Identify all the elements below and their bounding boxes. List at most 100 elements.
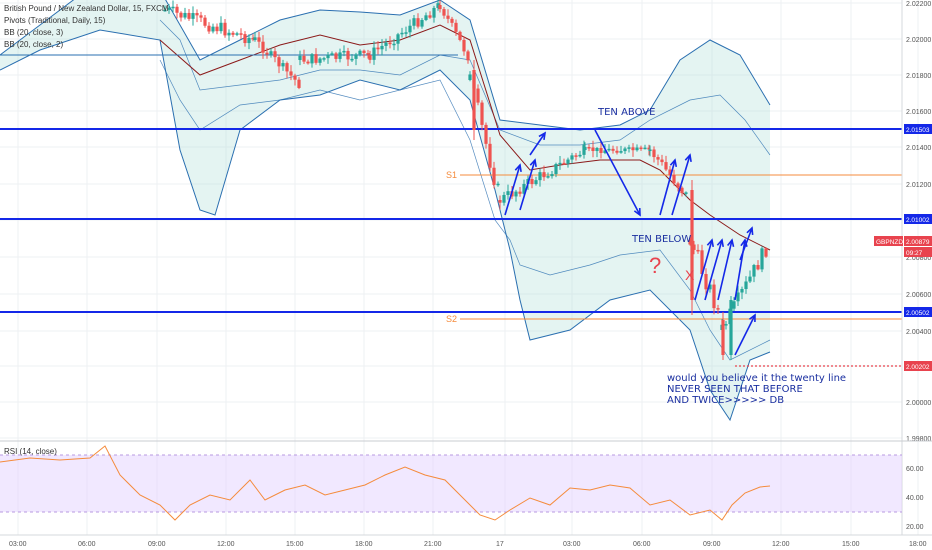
candle-body: [265, 52, 269, 55]
drawn-arrow-head[interactable]: [684, 153, 692, 163]
drawn-arrow-line[interactable]: [529, 132, 546, 156]
price-tag-bg: [904, 247, 932, 257]
candle-body: [231, 32, 235, 35]
drawn-arrows[interactable]: [504, 129, 756, 356]
candle-body: [488, 143, 492, 168]
candle-body: [672, 174, 676, 184]
candle-body: [607, 148, 611, 151]
annotation-note-line1[interactable]: would you believe it the twenty line: [667, 373, 846, 384]
drawn-arrow-head[interactable]: [726, 238, 735, 248]
drawn-arrow-head[interactable]: [633, 207, 641, 217]
drawn-arrow-head[interactable]: [514, 163, 522, 173]
candle-body: [712, 284, 716, 309]
time-tick-label: 09:00: [148, 541, 166, 548]
candle-body: [643, 147, 647, 150]
time-tick-label: 06:00: [633, 541, 651, 548]
drawn-arrow-head[interactable]: [529, 158, 537, 168]
drawn-arrow-head[interactable]: [746, 226, 754, 236]
drawn-arrow-line[interactable]: [694, 239, 713, 301]
annotation-question-mark[interactable]: ?: [649, 253, 661, 278]
annotation-ten-below[interactable]: TEN BELOW: [631, 234, 691, 245]
drawn-arrow-line[interactable]: [739, 227, 753, 261]
candle-body: [652, 149, 656, 158]
annotation-note-line3[interactable]: AND TWICE>>>>> DB: [667, 395, 784, 406]
drawn-arrow-head[interactable]: [716, 238, 724, 248]
drawn-arrow-line[interactable]: [519, 159, 536, 211]
time-tick-label: 03:00: [563, 541, 581, 548]
bollinger-basis-line: [159, 24, 771, 251]
chart-symbol-title[interactable]: British Pound / New Zealand Dollar, 15, …: [4, 4, 169, 13]
pivots-indicator-label[interactable]: Pivots (Traditional, Daily, 15): [4, 16, 106, 25]
candle-body: [522, 183, 526, 194]
candle-body: [538, 172, 542, 181]
candle-body: [302, 55, 306, 62]
drawn-arrow-line[interactable]: [504, 164, 521, 216]
price-tag-label: 2.00202: [906, 364, 930, 371]
candle-body: [261, 41, 265, 53]
time-tick-label: 15:00: [286, 541, 304, 548]
candle-body: [354, 54, 358, 59]
candle-body: [334, 53, 338, 59]
candle-body: [392, 43, 396, 46]
candle-body: [338, 52, 342, 59]
bb2-indicator-label[interactable]: BB (20, close, 2): [4, 40, 64, 49]
candle-body: [700, 250, 704, 275]
bollinger-lower-line: [0, 29, 771, 422]
drawn-arrow-head[interactable]: [669, 158, 678, 168]
candle-body: [285, 63, 289, 72]
candle-body: [322, 58, 326, 60]
drawn-arrow-head[interactable]: [748, 313, 756, 323]
candle-body: [647, 147, 651, 150]
bb1-indicator-label[interactable]: BB (20, close, 3): [4, 28, 64, 37]
candle-body: [223, 22, 227, 36]
candle-body: [468, 74, 472, 80]
price-tag-label: 09:27: [906, 250, 923, 257]
drawn-arrow-head[interactable]: [706, 238, 714, 248]
candle-body: [546, 176, 550, 178]
candle-body: [438, 5, 442, 10]
price-tick-label: 2.02200: [906, 1, 931, 8]
candle-body: [648, 149, 652, 152]
candle-body: [583, 147, 587, 150]
rsi-tick-label: 40.00: [906, 495, 924, 502]
drawn-arrow-line[interactable]: [734, 314, 756, 356]
candle-body: [690, 190, 694, 300]
time-axis[interactable]: 03:00 06:00 09:00 12:00 15:00 18:00 21:00 17 03:…: [9, 541, 927, 548]
candle-body: [484, 124, 488, 144]
drawn-arrow-line[interactable]: [594, 129, 641, 216]
candle-body: [446, 15, 450, 19]
price-tick-label: 2.01600: [906, 109, 931, 116]
annotation-cross[interactable]: X: [685, 267, 695, 283]
candle-body: [554, 163, 558, 175]
candle-body: [416, 18, 420, 27]
candle-body: [306, 61, 310, 64]
candle-body: [466, 51, 470, 61]
candle-body: [175, 6, 179, 13]
time-tick-label: 15:00: [842, 541, 860, 548]
candle-body: [167, 7, 171, 10]
candle-body: [380, 45, 384, 50]
candle-body: [623, 148, 627, 152]
rsi-axis[interactable]: 60.00 40.00 20.00: [906, 466, 924, 531]
candle-body: [314, 54, 318, 63]
drawn-arrow-line[interactable]: [671, 154, 691, 216]
candle-body: [199, 15, 203, 18]
drawn-arrow-line[interactable]: [717, 239, 733, 301]
rsi-indicator-label[interactable]: RSI (14, close): [4, 447, 57, 456]
annotation-note-line2[interactable]: NEVER SEEN THAT BEFORE: [667, 384, 803, 395]
candle-body: [627, 147, 631, 149]
candle-body: [187, 12, 191, 19]
annotation-ten-above[interactable]: TEN ABOVE: [597, 107, 655, 118]
candle-body: [676, 183, 680, 188]
drawn-arrow-line[interactable]: [659, 159, 676, 216]
candle-body: [729, 300, 733, 355]
drawn-arrow-head[interactable]: [538, 131, 547, 141]
candle-body: [269, 51, 273, 55]
price-tick-label: 2.01800: [906, 73, 931, 80]
candle-body: [716, 308, 720, 310]
drawn-arrow-line[interactable]: [704, 239, 723, 301]
pivot-s2-label: S2: [446, 314, 457, 324]
candle-body: [215, 26, 219, 32]
candle-body: [530, 179, 534, 185]
